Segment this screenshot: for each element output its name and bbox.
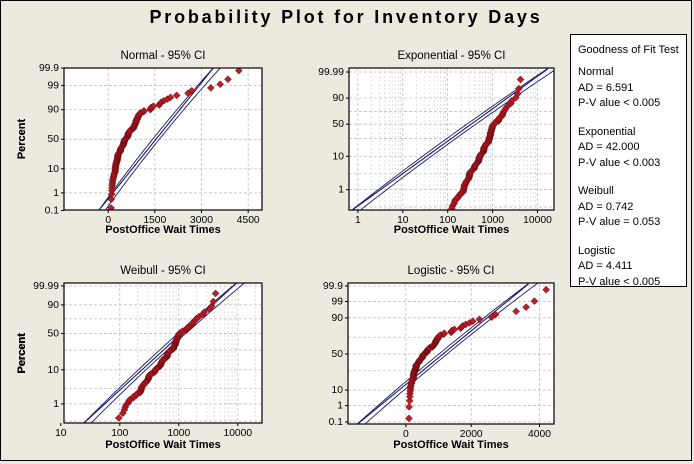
svg-text:99: 99 (48, 81, 60, 92)
svg-text:1: 1 (337, 401, 343, 412)
svg-text:100: 100 (111, 428, 128, 439)
svg-text:0.1: 0.1 (45, 206, 60, 217)
svg-text:10000: 10000 (223, 428, 252, 439)
svg-text:99: 99 (332, 297, 344, 308)
svg-text:10: 10 (48, 164, 60, 175)
svg-text:Weibull - 95% CI: Weibull - 95% CI (120, 265, 205, 277)
svg-text:50: 50 (48, 134, 60, 145)
svg-text:1000: 1000 (167, 428, 190, 439)
svg-text:99.9: 99.9 (323, 281, 343, 292)
svg-text:PostOffice Wait Times: PostOffice Wait Times (105, 224, 221, 236)
svg-text:Percent: Percent (16, 118, 28, 159)
svg-text:Normal - 95% CI: Normal - 95% CI (121, 50, 206, 62)
svg-text:10: 10 (55, 428, 67, 439)
svg-text:10000: 10000 (523, 215, 552, 226)
svg-text:99.99: 99.99 (318, 67, 344, 78)
svg-text:1: 1 (53, 188, 59, 199)
svg-text:Percent: Percent (16, 333, 28, 374)
svg-text:4500: 4500 (237, 215, 260, 226)
svg-text:Logistic - 95% CI: Logistic - 95% CI (408, 265, 495, 277)
svg-text:1: 1 (355, 215, 361, 226)
svg-text:50: 50 (48, 328, 60, 339)
svg-text:PostOffice Wait Times: PostOffice Wait Times (394, 224, 510, 236)
svg-text:99.99: 99.99 (33, 281, 59, 292)
svg-text:0.1: 0.1 (329, 417, 344, 428)
svg-text:99.9: 99.9 (39, 63, 59, 74)
svg-text:PostOffice Wait Times: PostOffice Wait Times (393, 439, 509, 451)
svg-text:1: 1 (338, 185, 344, 196)
svg-text:90: 90 (333, 93, 345, 104)
svg-text:Exponential - 95% CI: Exponential - 95% CI (397, 50, 505, 62)
svg-text:PostOffice Wait Times: PostOffice Wait Times (105, 439, 221, 451)
svg-text:50: 50 (333, 119, 345, 130)
svg-text:90: 90 (48, 300, 60, 311)
svg-text:10: 10 (333, 151, 345, 162)
svg-text:50: 50 (332, 349, 344, 360)
svg-text:10: 10 (48, 365, 60, 376)
svg-text:90: 90 (332, 313, 344, 324)
svg-text:4000: 4000 (528, 429, 551, 440)
svg-text:1: 1 (53, 399, 59, 410)
svg-text:10: 10 (332, 385, 344, 396)
svg-text:90: 90 (48, 105, 60, 116)
